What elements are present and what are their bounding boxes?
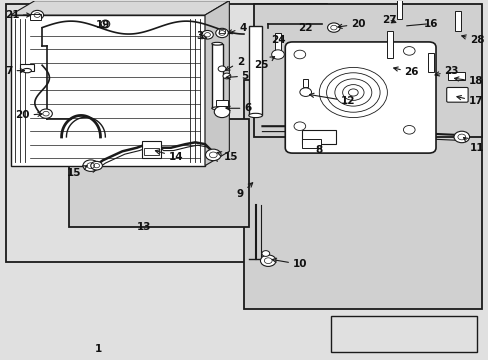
- Bar: [331, 316, 476, 352]
- Text: 16: 16: [423, 19, 438, 29]
- Text: 18: 18: [454, 76, 482, 86]
- Bar: [248, 26, 262, 116]
- Text: 19: 19: [96, 21, 110, 30]
- Ellipse shape: [211, 42, 222, 45]
- Text: 8: 8: [315, 144, 322, 154]
- Ellipse shape: [211, 107, 222, 110]
- Text: 26: 26: [393, 67, 418, 77]
- Text: 17: 17: [456, 95, 482, 106]
- Bar: [302, 139, 320, 148]
- Circle shape: [214, 106, 229, 118]
- Circle shape: [262, 251, 269, 256]
- Circle shape: [223, 73, 230, 79]
- Circle shape: [453, 131, 468, 143]
- Text: 24: 24: [270, 35, 285, 45]
- Text: 5: 5: [225, 71, 248, 81]
- Bar: [427, 53, 433, 72]
- Text: 15: 15: [66, 166, 87, 178]
- Text: 3: 3: [196, 31, 206, 41]
- Bar: [11, 15, 204, 166]
- Text: 1: 1: [94, 343, 102, 354]
- Bar: [69, 119, 248, 226]
- Text: 20: 20: [16, 111, 42, 121]
- Bar: [211, 44, 222, 108]
- Text: 23: 23: [434, 66, 458, 76]
- Ellipse shape: [248, 113, 262, 118]
- Text: 10: 10: [272, 258, 306, 269]
- Circle shape: [293, 122, 305, 131]
- FancyBboxPatch shape: [285, 42, 435, 153]
- Text: 12: 12: [309, 93, 355, 106]
- Circle shape: [83, 160, 99, 171]
- Ellipse shape: [22, 68, 31, 73]
- Circle shape: [218, 66, 225, 72]
- Bar: [30, 14, 41, 21]
- Text: 15: 15: [217, 152, 238, 162]
- Circle shape: [40, 109, 52, 118]
- Text: 22: 22: [298, 23, 312, 33]
- Bar: [142, 140, 161, 158]
- Circle shape: [293, 50, 305, 59]
- Circle shape: [299, 88, 311, 96]
- Circle shape: [403, 46, 414, 55]
- Text: 2: 2: [225, 57, 244, 70]
- Text: 9: 9: [236, 183, 252, 199]
- Text: 6: 6: [225, 103, 251, 113]
- Bar: [303, 79, 307, 87]
- Bar: [244, 80, 481, 309]
- Text: 14: 14: [155, 150, 183, 162]
- FancyBboxPatch shape: [446, 87, 467, 102]
- Text: 25: 25: [253, 57, 274, 70]
- Text: 27: 27: [382, 15, 396, 25]
- Bar: [253, 4, 481, 137]
- Circle shape: [271, 50, 284, 59]
- Bar: [6, 4, 326, 262]
- Text: 21: 21: [5, 10, 31, 20]
- Text: 11: 11: [463, 138, 484, 153]
- Circle shape: [403, 126, 414, 134]
- Text: 7: 7: [5, 66, 24, 76]
- Text: 20: 20: [337, 19, 365, 29]
- Bar: [216, 100, 227, 107]
- Bar: [274, 33, 281, 54]
- Ellipse shape: [101, 20, 109, 28]
- Polygon shape: [204, 1, 229, 166]
- Circle shape: [260, 255, 275, 266]
- Bar: [219, 29, 224, 33]
- Circle shape: [31, 10, 43, 20]
- Circle shape: [205, 149, 221, 161]
- Bar: [447, 72, 464, 80]
- Polygon shape: [11, 1, 229, 15]
- Bar: [386, 31, 392, 58]
- Text: 13: 13: [137, 222, 151, 231]
- Circle shape: [201, 31, 213, 39]
- Bar: [454, 12, 460, 31]
- Circle shape: [215, 28, 228, 38]
- Bar: [302, 130, 336, 144]
- Text: 28: 28: [461, 35, 484, 45]
- Bar: [396, 0, 402, 19]
- Circle shape: [327, 23, 340, 32]
- Circle shape: [91, 161, 102, 170]
- Bar: [144, 148, 159, 155]
- Bar: [20, 64, 34, 71]
- Text: 4: 4: [228, 23, 246, 34]
